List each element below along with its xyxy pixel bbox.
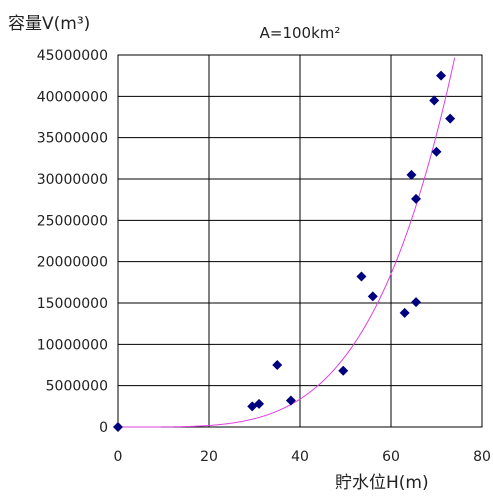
grid [117,54,483,428]
data-point [411,193,422,204]
data-point [445,113,456,124]
data-point [429,95,440,106]
data-point [411,297,422,308]
data-point [406,169,417,180]
y-tick-label: 15000000 [37,296,108,312]
data-point [272,360,283,370]
y-tick-label: 20000000 [37,255,108,271]
plot-frame [117,54,483,428]
y-tick-label: 30000000 [37,172,108,188]
data-point [399,307,410,318]
y-tick-label: 5000000 [46,379,108,395]
x-tick-label: 0 [114,449,123,465]
x-axis-label: 貯水位H(m) [335,473,429,493]
y-tick-label: 25000000 [37,213,108,229]
y-axis-label: 容量V(m³) [8,14,90,34]
data-point [254,398,265,409]
y-tick-label: 45000000 [37,48,108,64]
y-tick-label: 35000000 [37,131,108,147]
data-point [338,365,349,376]
x-tick-label: 40 [291,449,309,465]
y-tick-label: 40000000 [37,89,108,105]
data-point [285,395,296,406]
data-point [436,70,447,81]
chart-title: A=100km² [260,24,341,42]
x-tick-labels: 0 20 40 60 80 [114,449,491,465]
y-tick-labels: 0 5000000 10000000 15000000 20000000 25000000… [37,48,108,436]
trend-line [118,57,456,428]
x-tick-label: 60 [382,449,400,465]
data-point [113,422,123,432]
y-tick-label: 0 [99,420,108,436]
x-tick-label: 20 [200,449,218,465]
data-points [113,70,456,432]
data-point [367,291,378,302]
y-tick-label: 10000000 [37,337,108,353]
x-tick-label: 80 [473,449,491,465]
data-point [356,271,367,282]
data-point [431,146,442,157]
